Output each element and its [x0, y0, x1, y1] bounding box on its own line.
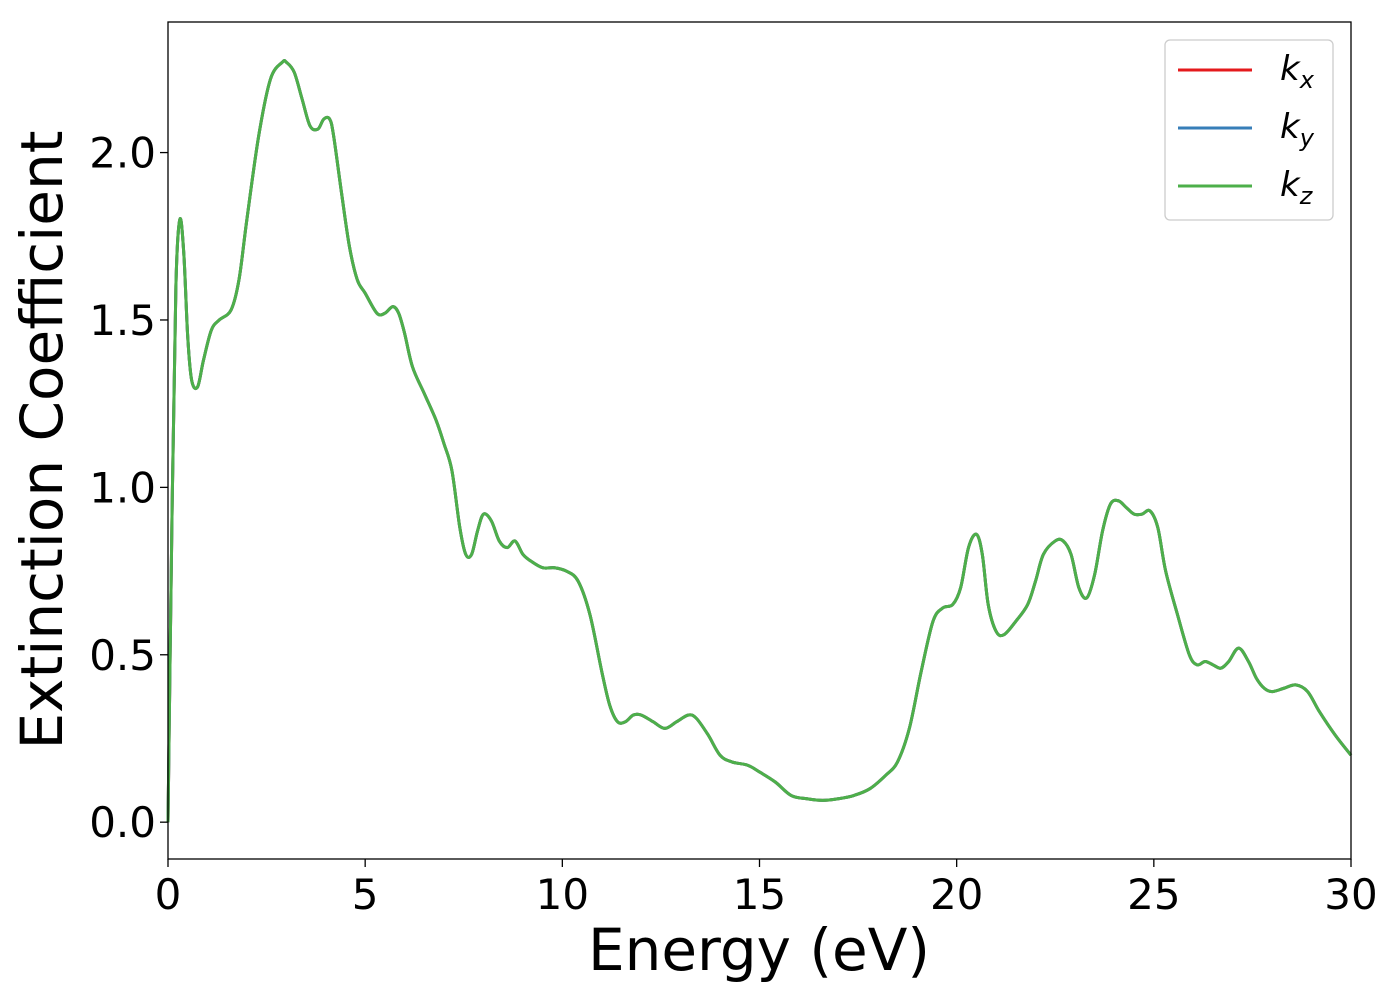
y-axis-ticks: 0.0 0.5 1.0 1.5 2.0 [89, 129, 168, 847]
legend-label-subscript: x [1299, 66, 1315, 94]
legend-label-ky: ky [1280, 107, 1315, 152]
legend-label-subscript: y [1299, 124, 1315, 152]
y-tick-label: 2.0 [89, 129, 156, 178]
y-axis-title: Extinction Coefficient [8, 131, 76, 750]
y-tick-label: 0.5 [89, 631, 156, 680]
x-tick-label: 10 [536, 870, 589, 919]
x-tick-label: 5 [352, 870, 379, 919]
x-axis-title: Energy (eV) [588, 916, 930, 984]
y-tick-label: 1.0 [89, 463, 156, 512]
x-tick-label: 25 [1127, 870, 1180, 919]
legend-frame [1164, 39, 1334, 221]
x-tick-label: 30 [1324, 870, 1377, 919]
y-tick-label: 1.5 [89, 296, 156, 345]
legend-label-subscript: z [1299, 182, 1314, 210]
x-tick-label: 15 [733, 870, 786, 919]
series-line-kz [166, 59, 1353, 823]
x-tick-label: 0 [155, 870, 182, 919]
x-tick-label: 20 [930, 870, 983, 919]
y-tick-label: 0.0 [89, 798, 156, 847]
series-layer [166, 59, 1353, 823]
legend-label-kx: kx [1280, 49, 1315, 94]
x-axis-ticks: 0 5 10 15 20 25 30 [155, 859, 1378, 919]
